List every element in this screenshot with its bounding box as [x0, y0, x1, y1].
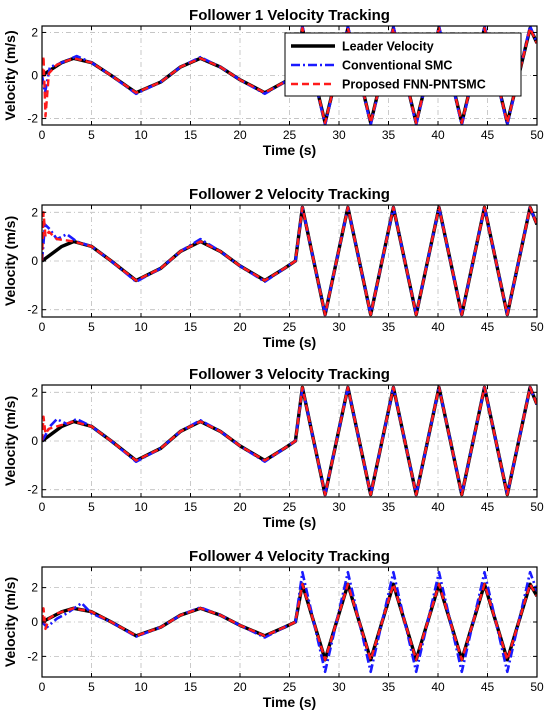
y-tick-label: 2	[31, 205, 38, 219]
y-tick-label: 0	[31, 69, 38, 83]
y-axis-label: Velocity (m/s)	[2, 30, 18, 120]
legend-entry: Leader Velocity	[342, 40, 434, 54]
y-tick-label: -2	[27, 483, 38, 497]
x-tick-label: 50	[530, 680, 544, 694]
legend-entry: Conventional SMC	[342, 59, 452, 73]
x-tick-label: 15	[184, 320, 198, 334]
x-tick-label: 0	[39, 128, 46, 142]
x-tick-label: 5	[88, 128, 95, 142]
x-tick-label: 45	[481, 500, 495, 514]
x-tick-label: 10	[134, 500, 148, 514]
x-tick-label: 30	[332, 680, 346, 694]
x-tick-label: 30	[332, 500, 346, 514]
x-tick-label: 5	[88, 320, 95, 334]
y-tick-label: 0	[31, 615, 38, 629]
x-tick-label: 35	[382, 320, 396, 334]
x-tick-label: 30	[332, 128, 346, 142]
x-tick-label: 0	[39, 680, 46, 694]
x-tick-label: 10	[134, 128, 148, 142]
legend-entry: Proposed FNN-PNTSMC	[342, 78, 486, 92]
x-tick-label: 15	[184, 128, 198, 142]
x-tick-label: 10	[134, 320, 148, 334]
x-tick-label: 20	[233, 680, 247, 694]
y-tick-label: 2	[31, 581, 38, 595]
legend-box	[284, 32, 522, 97]
y-tick-label: -2	[27, 112, 38, 126]
y-tick-label: 2	[31, 25, 38, 39]
x-tick-label: 35	[382, 500, 396, 514]
y-tick-label: -2	[27, 303, 38, 317]
chart-title: Follower 4 Velocity Tracking	[189, 548, 390, 565]
x-axis-label: Time (s)	[263, 514, 316, 530]
y-tick-label: 2	[31, 385, 38, 399]
series-line-proposed-fnn-pntsmc	[42, 206, 537, 316]
x-tick-label: 45	[481, 680, 495, 694]
x-tick-label: 40	[431, 128, 445, 142]
x-tick-label: 50	[530, 320, 544, 334]
chart-title: Follower 3 Velocity Tracking	[189, 366, 390, 383]
chart-panel-4: 0 5 10 15 20 25 30 35 40 45 50 -2 0 2 Follower 4 Veloc…	[2, 548, 544, 710]
series-line-proposed-fnn-pntsmc	[42, 583, 537, 661]
x-tick-label: 25	[283, 680, 297, 694]
x-axis-label: Time (s)	[263, 334, 316, 350]
y-axis-label: Velocity (m/s)	[2, 577, 18, 667]
x-tick-label: 35	[382, 128, 396, 142]
legend: Leader Velocity Conventional SMC Proposed …	[284, 32, 522, 97]
x-tick-label: 0	[39, 500, 46, 514]
x-tick-label: 10	[134, 680, 148, 694]
x-tick-label: 35	[382, 680, 396, 694]
x-axis-label: Time (s)	[263, 694, 316, 710]
x-tick-label: 40	[431, 320, 445, 334]
x-tick-label: 5	[88, 680, 95, 694]
x-tick-label: 25	[283, 500, 297, 514]
y-axis-label: Velocity (m/s)	[2, 216, 18, 306]
x-tick-label: 20	[233, 500, 247, 514]
x-tick-label: 25	[283, 128, 297, 142]
x-tick-label: 50	[530, 500, 544, 514]
x-tick-label: 5	[88, 500, 95, 514]
x-tick-label: 15	[184, 680, 198, 694]
x-tick-label: 30	[332, 320, 346, 334]
y-tick-label: -2	[27, 649, 38, 663]
x-tick-label: 40	[431, 680, 445, 694]
x-tick-label: 40	[431, 500, 445, 514]
x-tick-label: 45	[481, 320, 495, 334]
y-tick-label: 0	[31, 434, 38, 448]
x-tick-label: 20	[233, 320, 247, 334]
series-line-proposed-fnn-pntsmc	[42, 386, 537, 496]
x-tick-label: 45	[481, 128, 495, 142]
x-tick-label: 20	[233, 128, 247, 142]
x-axis-label: Time (s)	[263, 142, 316, 158]
x-tick-label: 50	[530, 128, 544, 142]
x-tick-label: 0	[39, 320, 46, 334]
chart-title: Follower 2 Velocity Tracking	[189, 186, 390, 203]
x-tick-label: 25	[283, 320, 297, 334]
y-tick-label: 0	[31, 254, 38, 268]
x-tick-label: 15	[184, 500, 198, 514]
chart-title: Follower 1 Velocity Tracking	[189, 7, 390, 24]
y-axis-label: Velocity (m/s)	[2, 396, 18, 486]
